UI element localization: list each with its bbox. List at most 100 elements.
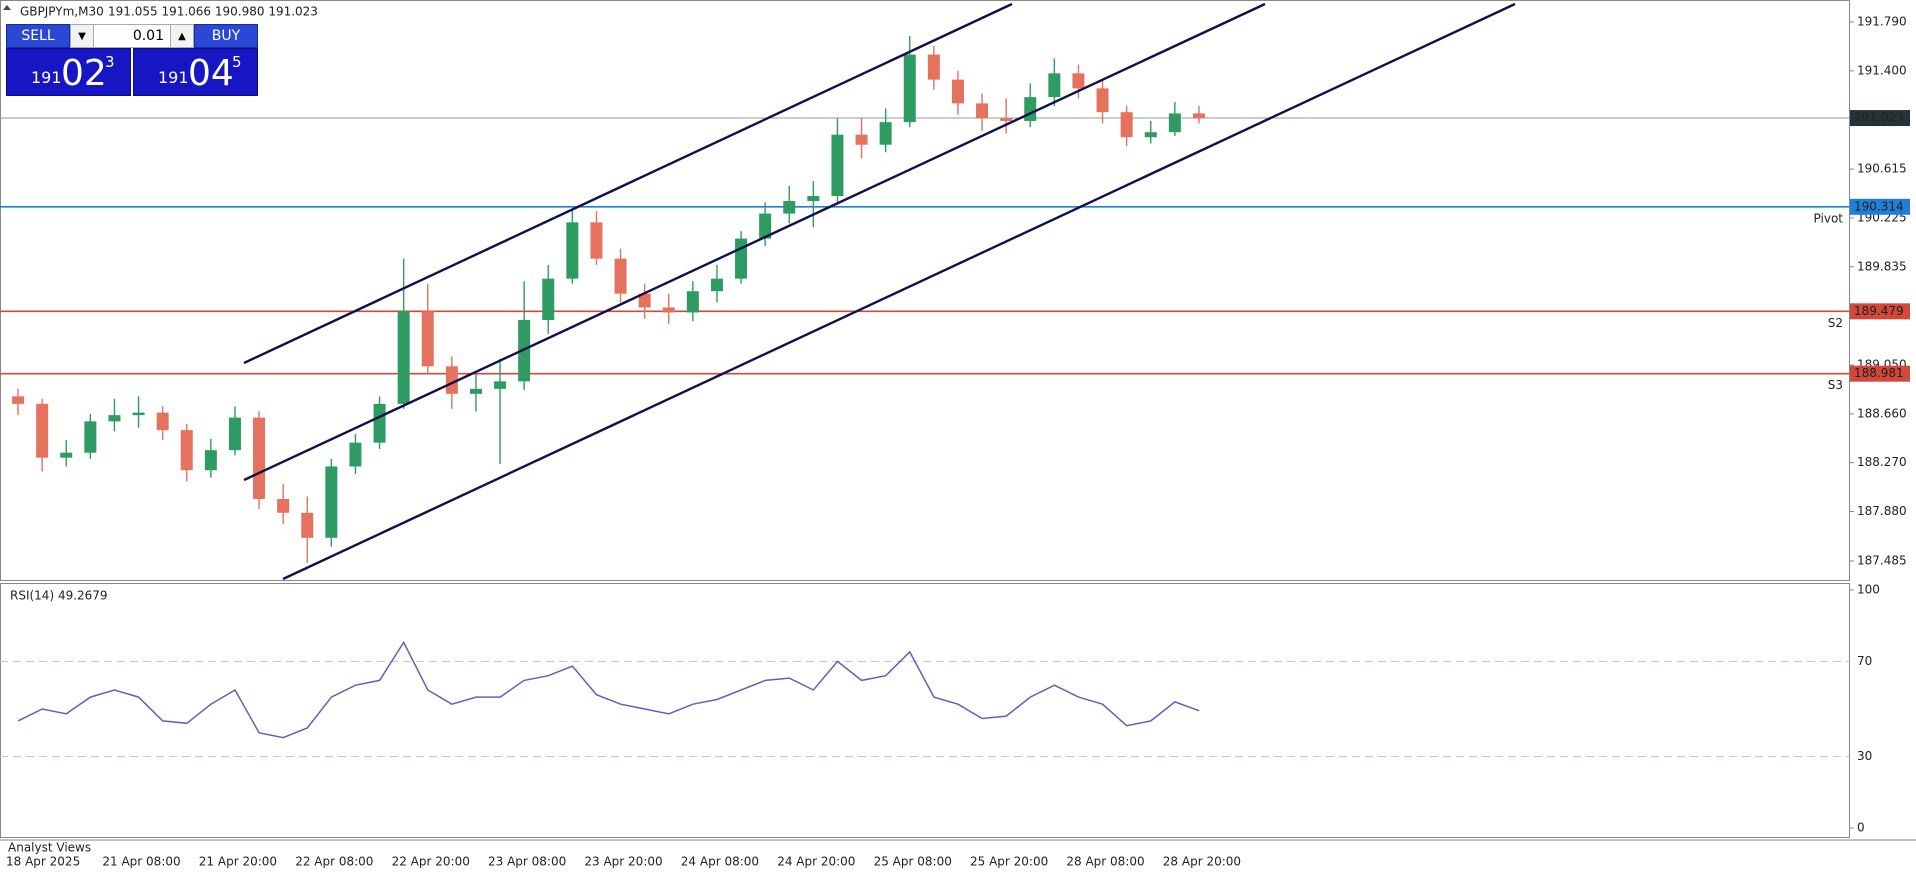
y-tick-label: 191.790	[1857, 15, 1907, 29]
x-tick-label: 24 Apr 20:00	[777, 855, 855, 869]
candle-body	[1168, 113, 1181, 133]
level-value: 189.479	[1854, 304, 1904, 318]
candle-body	[951, 79, 964, 104]
level-tag	[1850, 365, 1910, 382]
x-tick-label: 21 Apr 20:00	[199, 855, 277, 869]
lot-input[interactable]: 0.01	[94, 24, 170, 48]
candle-body	[759, 213, 772, 239]
x-tick-label: 24 Apr 08:00	[681, 855, 759, 869]
candle-body	[1120, 112, 1133, 138]
candle-body	[301, 512, 314, 538]
y-tick-label: 191.400	[1857, 63, 1907, 77]
rsi-title: RSI(14) 49.2679	[10, 589, 108, 603]
candle-body	[108, 415, 121, 422]
level-tag	[1850, 198, 1910, 215]
collapse-icon[interactable]	[3, 5, 11, 10]
y-tick-label: 188.270	[1857, 455, 1907, 469]
y-tick-label: 70	[1857, 654, 1872, 668]
analyst-tab[interactable]: Analyst Views	[8, 841, 91, 855]
candle-body	[12, 396, 25, 404]
y-tick-label: 190.615	[1857, 162, 1907, 176]
lot-down[interactable]: ▼	[70, 24, 94, 48]
candle-body	[566, 222, 579, 279]
candle-body	[204, 450, 217, 471]
candle-body	[60, 452, 73, 458]
candle-body	[469, 388, 482, 394]
channel-upper	[243, 2, 1013, 365]
x-tick-label: 21 Apr 08:00	[102, 855, 180, 869]
candle-body	[542, 278, 555, 320]
y-tick-label: 188.660	[1857, 406, 1907, 420]
candle-body	[879, 122, 892, 145]
level-value: 190.314	[1854, 199, 1904, 213]
bid-price[interactable]: 191 02 3	[6, 48, 131, 96]
candle-body	[807, 196, 820, 202]
candle-body	[349, 442, 362, 467]
candle-body	[590, 222, 603, 259]
x-tick-label: 28 Apr 20:00	[1163, 855, 1241, 869]
candle-body	[927, 54, 940, 80]
x-tick-label: 23 Apr 20:00	[584, 855, 662, 869]
candle-body	[686, 291, 699, 313]
candle-body	[421, 311, 434, 367]
candle-body	[976, 103, 989, 119]
trade-panel: SELL ▼ 0.01 ▲ BUY 191 02 3 191 04 5	[6, 24, 258, 96]
candle-body	[180, 430, 193, 471]
x-tick-label: 22 Apr 08:00	[295, 855, 373, 869]
candle-body	[1096, 88, 1109, 113]
x-tick-label: 22 Apr 20:00	[392, 855, 470, 869]
candle-body	[1144, 132, 1157, 138]
buy-button[interactable]: BUY	[194, 24, 258, 48]
level-name: S2	[1828, 316, 1843, 330]
candle-body	[1192, 113, 1205, 119]
candle-body	[1000, 118, 1013, 121]
lot-up[interactable]: ▲	[170, 24, 194, 48]
candle-body	[662, 307, 675, 313]
ask-main: 04	[188, 53, 234, 94]
y-tick-label: 0	[1857, 821, 1865, 835]
candle-body	[831, 134, 844, 197]
candle-body	[228, 417, 241, 451]
rsi-panel	[0, 583, 1850, 838]
candle-body	[783, 201, 796, 214]
level-name: Pivot	[1814, 211, 1844, 225]
candle-body	[1048, 73, 1061, 98]
y-tick-label: 189.835	[1857, 259, 1907, 273]
candle-body	[397, 311, 410, 404]
candle-body	[373, 403, 386, 443]
ask-sup: 5	[232, 53, 242, 71]
ask-big: 191	[158, 68, 189, 87]
bid-main: 02	[61, 53, 107, 94]
x-tick-label: 23 Apr 08:00	[488, 855, 566, 869]
candle-body	[710, 278, 723, 292]
candle-body	[325, 466, 338, 538]
symbol: GBPJPYm,M30	[20, 5, 104, 19]
channel-middle	[243, 2, 1266, 482]
bid-big: 191	[31, 68, 62, 87]
ohlc: 191.055 191.066 190.980 191.023	[108, 5, 318, 19]
candle-body	[614, 258, 627, 294]
bid-sup: 3	[105, 53, 115, 71]
level-value: 188.981	[1854, 366, 1904, 380]
candle-body	[132, 412, 145, 416]
ask-price[interactable]: 191 04 5	[133, 48, 258, 96]
level-tag	[1850, 303, 1910, 320]
candle-body	[253, 417, 266, 500]
x-tick-label: 18 Apr 2025	[6, 855, 80, 869]
candle-body	[156, 412, 169, 431]
y-tick-label: 187.485	[1857, 553, 1907, 567]
candle-body	[735, 238, 748, 279]
channel-lower	[282, 2, 1516, 581]
candle-body	[36, 403, 49, 458]
last-price-tag	[1850, 110, 1910, 127]
sell-button[interactable]: SELL	[6, 24, 70, 48]
rsi-line	[17, 640, 1200, 739]
candle-body	[445, 366, 458, 394]
candle-body	[903, 54, 916, 123]
candle-body	[1072, 73, 1085, 89]
y-tick-label: 30	[1857, 749, 1872, 763]
candle-body	[84, 421, 97, 453]
candle-body	[277, 499, 290, 513]
